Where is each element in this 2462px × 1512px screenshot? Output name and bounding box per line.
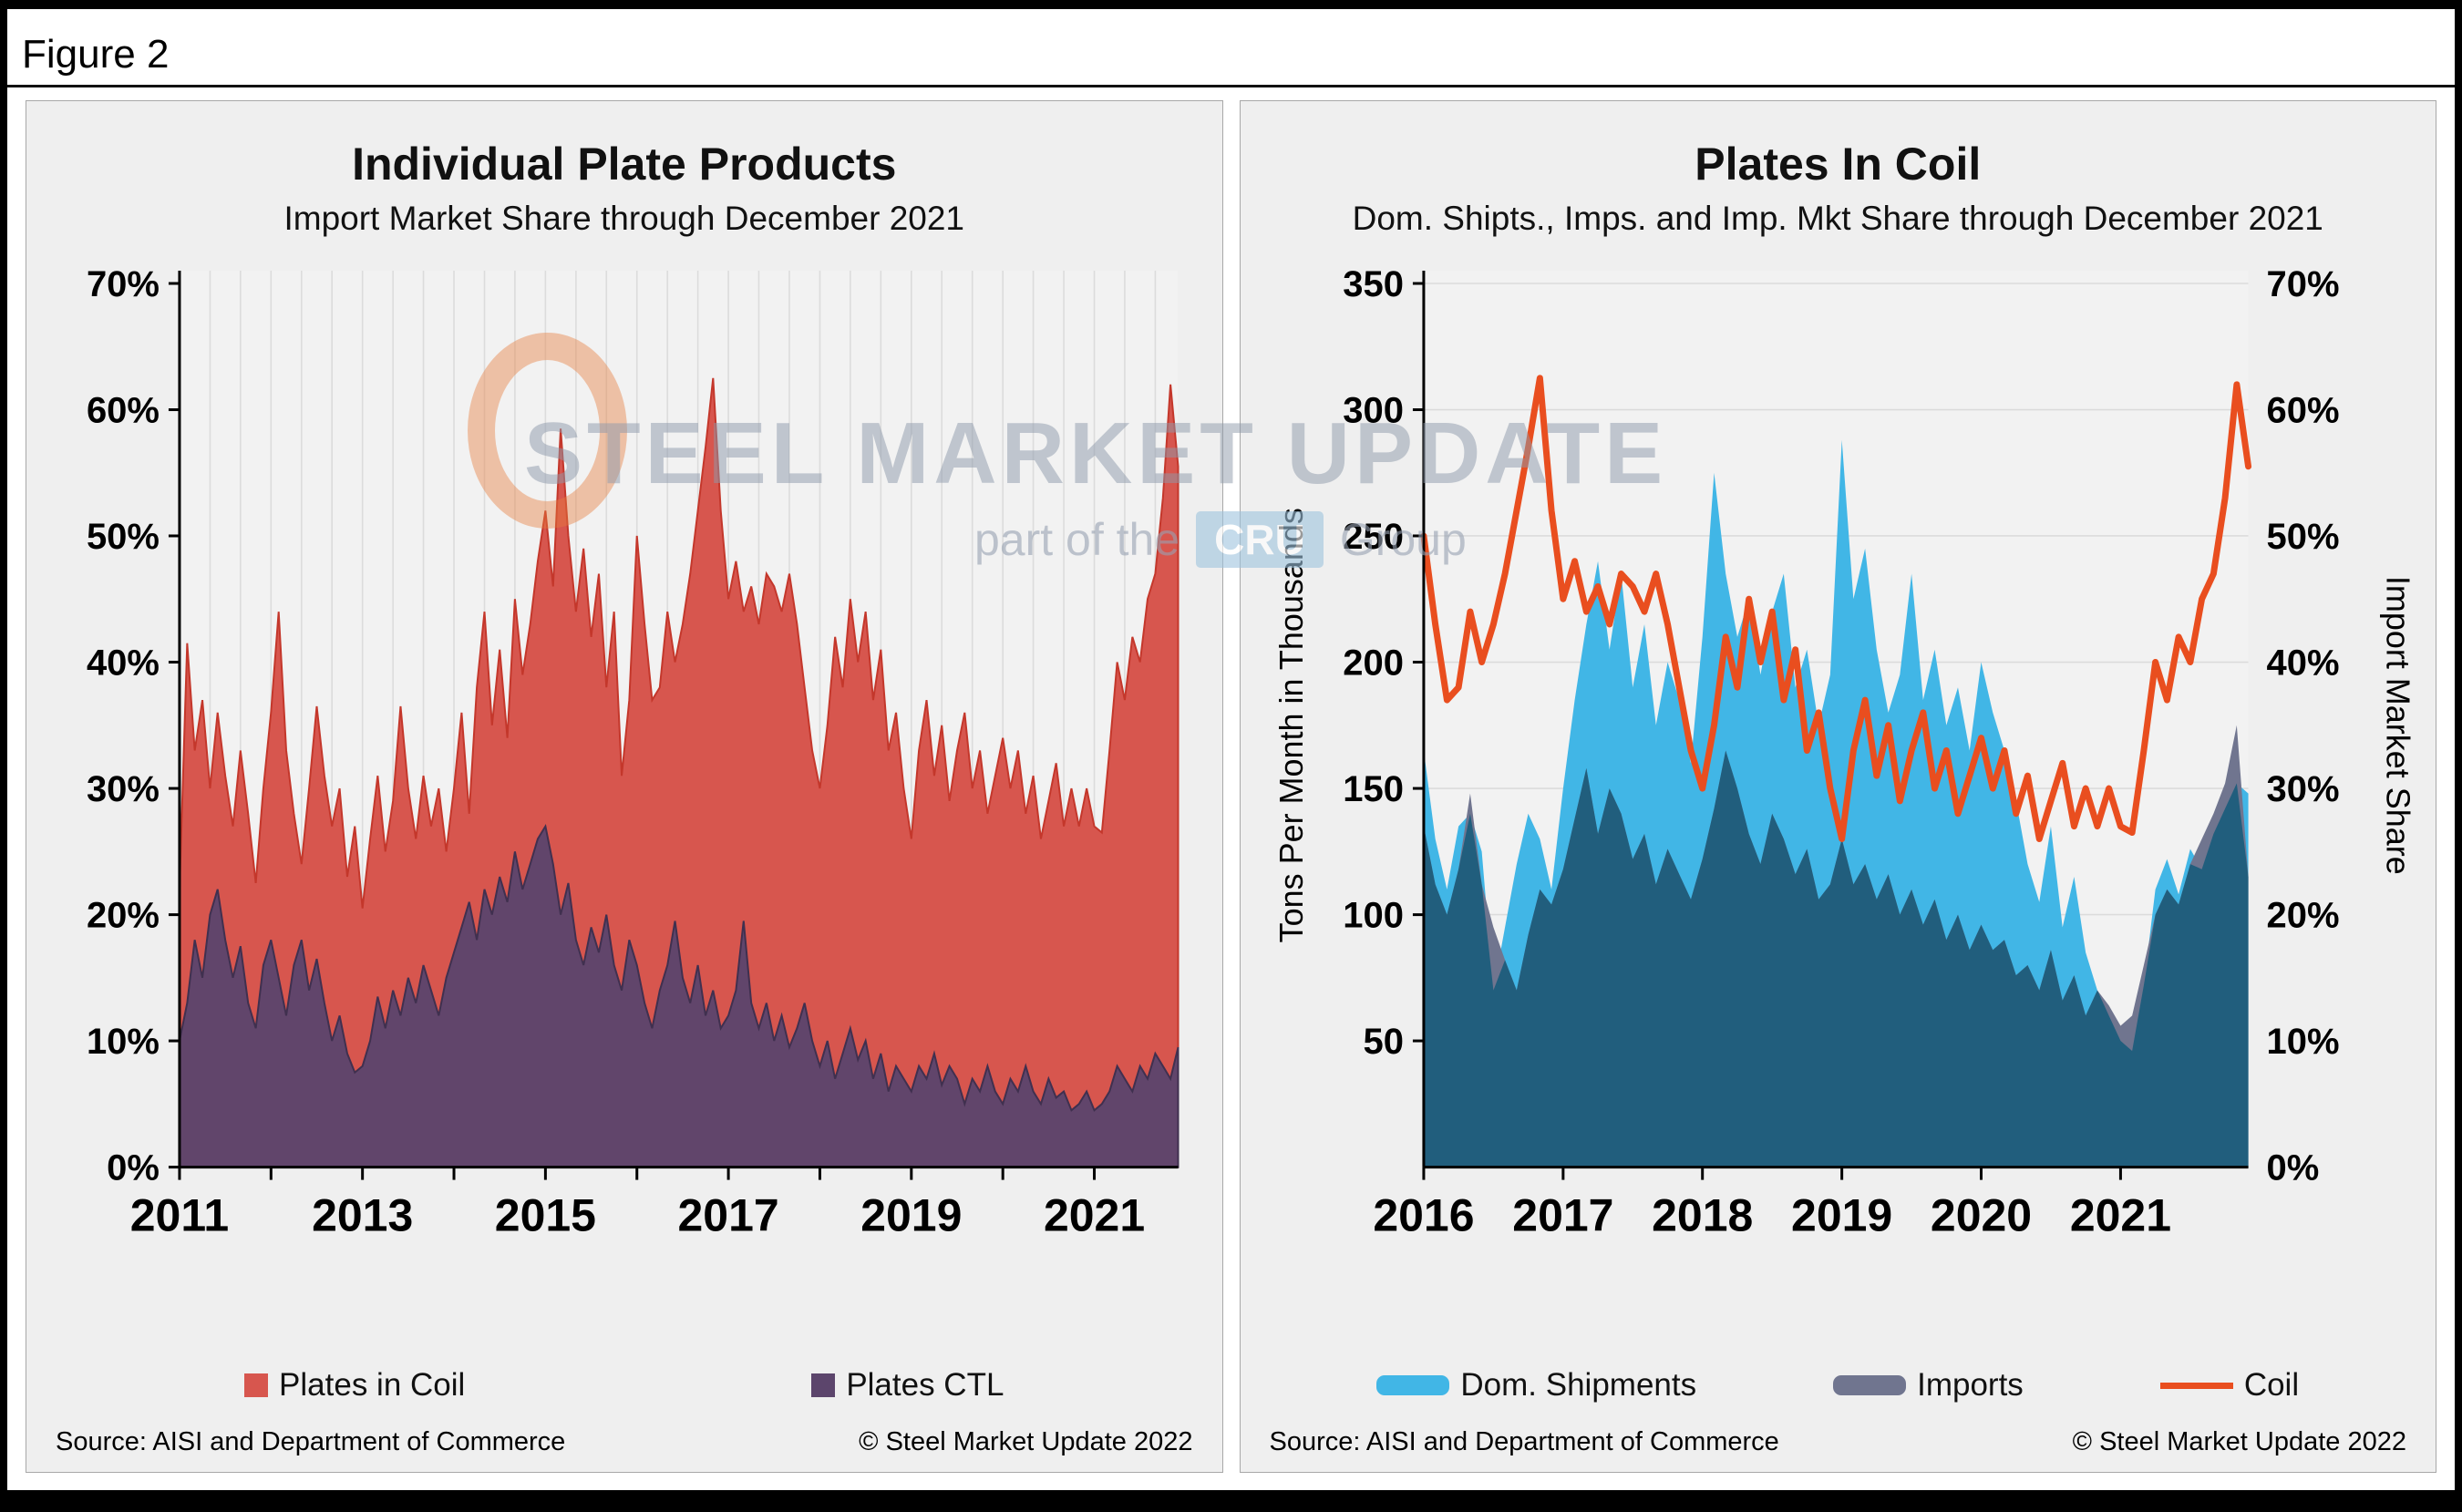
svg-text:70%: 70% bbox=[87, 265, 160, 304]
svg-text:0%: 0% bbox=[107, 1148, 160, 1188]
svg-text:40%: 40% bbox=[2266, 643, 2339, 684]
svg-text:40%: 40% bbox=[87, 643, 160, 684]
svg-text:150: 150 bbox=[1343, 769, 1404, 809]
right-chart-footer: Source: AISI and Department of Commerce … bbox=[1264, 1427, 2413, 1457]
left-chart-subtitle: Import Market Share through December 202… bbox=[283, 200, 965, 237]
svg-text:2017: 2017 bbox=[678, 1190, 779, 1241]
legend-item-coil: Coil bbox=[2159, 1367, 2300, 1404]
svg-text:2015: 2015 bbox=[495, 1190, 596, 1241]
svg-text:2021: 2021 bbox=[2069, 1190, 2170, 1241]
svg-text:100: 100 bbox=[1343, 896, 1404, 936]
figure-label: Figure 2 bbox=[22, 32, 170, 77]
svg-text:10%: 10% bbox=[2266, 1022, 2339, 1062]
left-chart-legend: Plates in Coil Plates CTL bbox=[50, 1367, 1199, 1404]
svg-text:50%: 50% bbox=[2266, 517, 2339, 557]
plates-ctl-label: Plates CTL bbox=[846, 1367, 1004, 1403]
left-chart-title: Individual Plate Products bbox=[352, 139, 897, 190]
left-source-text: Source: AISI and Department of Commerce bbox=[56, 1427, 566, 1456]
svg-text:30%: 30% bbox=[87, 769, 160, 809]
left-axis-title: Tons Per Month in Thousands bbox=[1272, 508, 1309, 942]
coil-line bbox=[1419, 375, 2251, 842]
right-chart-panel: Plates In Coil Dom. Shipts., Imps. and I… bbox=[1239, 100, 2436, 1473]
left-chart-footer: Source: AISI and Department of Commerce … bbox=[50, 1427, 1199, 1457]
svg-text:2011: 2011 bbox=[130, 1190, 229, 1241]
svg-text:10%: 10% bbox=[87, 1022, 160, 1062]
svg-text:2013: 2013 bbox=[312, 1190, 413, 1241]
coil-swatch bbox=[2159, 1382, 2233, 1389]
shipments-imports-overlap-area bbox=[1423, 750, 2249, 1167]
figure-header: Figure 2 bbox=[7, 9, 2455, 87]
svg-text:200: 200 bbox=[1343, 643, 1404, 684]
dom-shipments-swatch bbox=[1376, 1375, 1450, 1395]
svg-text:2019: 2019 bbox=[860, 1190, 962, 1241]
left-copyright-text: © Steel Market Update 2022 bbox=[859, 1427, 1193, 1456]
legend-item-imports: Imports bbox=[1833, 1367, 2024, 1404]
legend-item-plates-in-coil: Plates in Coil bbox=[244, 1367, 465, 1404]
coil-label: Coil bbox=[2243, 1367, 2300, 1403]
legend-item-dom-shipments: Dom. Shipments bbox=[1376, 1367, 1696, 1404]
right-chart-legend: Dom. Shipments Imports Coil bbox=[1264, 1367, 2413, 1404]
dom-shipments-label: Dom. Shipments bbox=[1460, 1367, 1697, 1403]
imports-swatch bbox=[1833, 1375, 1907, 1395]
legend-item-plates-ctl: Plates CTL bbox=[811, 1367, 1004, 1404]
plates-ctl-swatch bbox=[811, 1373, 836, 1397]
svg-text:2020: 2020 bbox=[1930, 1190, 2031, 1241]
right-axis-title: Import Market Share bbox=[2379, 576, 2412, 875]
right-chart-title: Plates In Coil bbox=[1695, 139, 1982, 190]
svg-text:60%: 60% bbox=[2266, 391, 2339, 431]
plates-in-coil-swatch bbox=[244, 1373, 269, 1397]
right-source-text: Source: AISI and Department of Commerce bbox=[1269, 1427, 1779, 1456]
right-chart-subtitle: Dom. Shipts., Imps. and Imp. Mkt Share t… bbox=[1352, 200, 2323, 237]
svg-text:250: 250 bbox=[1343, 517, 1404, 557]
charts-row: Individual Plate Products Import Market … bbox=[7, 87, 2455, 1473]
right-chart-plot: 50 100 150 200 250 300 350 0% 10% 20% 30% 40% 50% 60%… bbox=[1272, 265, 2412, 1241]
left-chart-plot: 0% 10% 20% 30% 40% 50% 60% 70% 2011 2013 2015 2017 2… bbox=[87, 265, 1179, 1241]
svg-text:20%: 20% bbox=[2266, 896, 2339, 936]
imports-label: Imports bbox=[1917, 1367, 2024, 1403]
left-chart-panel: Individual Plate Products Import Market … bbox=[26, 100, 1223, 1473]
figure-page: Figure 2 Individual Plate Products Impor… bbox=[7, 9, 2455, 1490]
svg-text:70%: 70% bbox=[2266, 265, 2339, 304]
svg-text:2016: 2016 bbox=[1373, 1190, 1474, 1241]
svg-text:2018: 2018 bbox=[1652, 1190, 1753, 1241]
svg-text:50: 50 bbox=[1363, 1022, 1403, 1062]
svg-text:60%: 60% bbox=[87, 391, 160, 431]
right-copyright-text: © Steel Market Update 2022 bbox=[2072, 1427, 2406, 1456]
plates-in-coil-area bbox=[178, 377, 1179, 1168]
svg-text:0%: 0% bbox=[2266, 1148, 2319, 1188]
svg-text:30%: 30% bbox=[2266, 769, 2339, 809]
svg-text:350: 350 bbox=[1343, 265, 1404, 304]
svg-text:2021: 2021 bbox=[1044, 1190, 1145, 1241]
plates-ctl-area bbox=[178, 823, 1179, 1168]
svg-text:300: 300 bbox=[1343, 391, 1404, 431]
svg-text:2019: 2019 bbox=[1791, 1190, 1892, 1241]
svg-text:2017: 2017 bbox=[1512, 1190, 1613, 1241]
plates-in-coil-label: Plates in Coil bbox=[279, 1367, 466, 1403]
svg-text:50%: 50% bbox=[87, 517, 160, 557]
svg-text:20%: 20% bbox=[87, 896, 160, 936]
